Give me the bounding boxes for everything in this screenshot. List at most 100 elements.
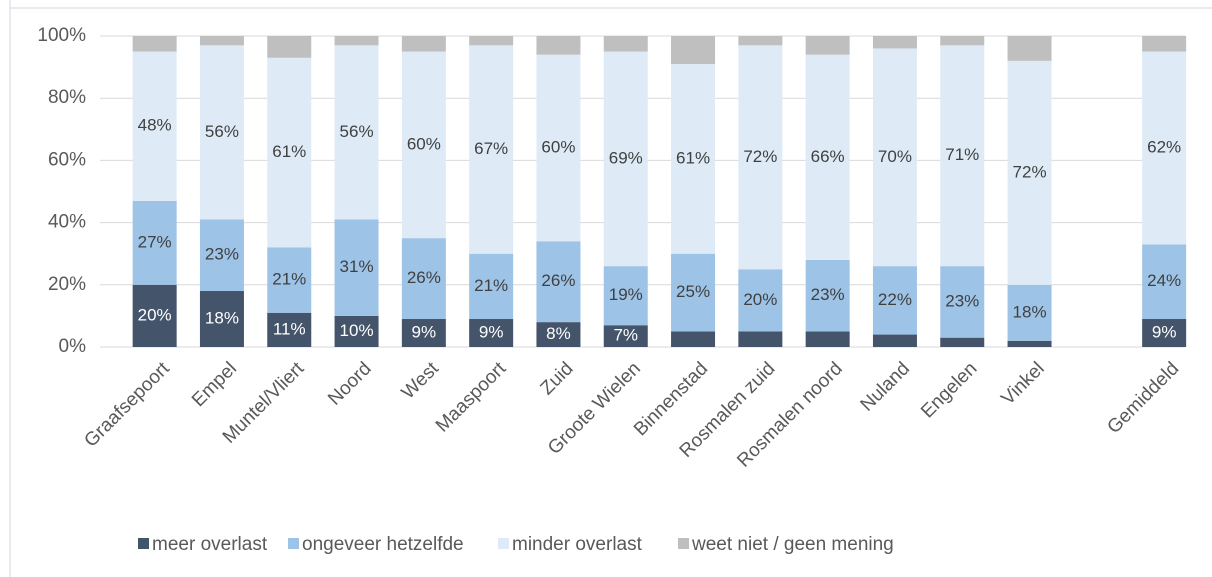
y-tick-label: 40% xyxy=(48,212,86,233)
data-label: 10% xyxy=(340,321,374,340)
bar-segment xyxy=(1007,36,1052,61)
data-label: 48% xyxy=(138,116,172,135)
bar-segment xyxy=(671,331,716,347)
bar-segment xyxy=(401,51,446,239)
bar-segment xyxy=(671,36,716,64)
data-label: 18% xyxy=(1013,302,1047,321)
bar-segment xyxy=(267,57,312,248)
data-label: 56% xyxy=(340,122,374,141)
data-label: 20% xyxy=(743,290,777,309)
x-tick-label: Vinkel xyxy=(997,358,1048,409)
data-label: 27% xyxy=(138,232,172,251)
data-label: 7% xyxy=(613,326,638,345)
y-tick-label: 100% xyxy=(37,25,86,46)
x-tick-label: Maaspoort xyxy=(432,358,511,437)
data-label: 23% xyxy=(945,291,979,310)
bar-segment xyxy=(671,253,716,332)
legend-label: ongeveer hetzelfde xyxy=(302,534,464,555)
bar-segment xyxy=(199,45,244,220)
data-label: 19% xyxy=(609,285,643,304)
bar-segment xyxy=(469,319,514,347)
data-label: 72% xyxy=(743,147,777,166)
bar-segment xyxy=(671,63,716,254)
data-label: 22% xyxy=(878,290,912,309)
bar-segment xyxy=(805,259,850,332)
bar-segment xyxy=(872,36,917,49)
data-label: 66% xyxy=(811,147,845,166)
y-tick-label: 0% xyxy=(59,336,87,357)
x-tick-label: Graafsepoort xyxy=(80,358,174,452)
legend-swatch xyxy=(288,538,299,549)
data-label: 61% xyxy=(676,148,710,167)
bar-segment xyxy=(536,54,581,242)
bar-segment xyxy=(1142,319,1187,347)
bar-segment xyxy=(603,36,648,52)
bar-segment xyxy=(872,48,917,267)
bar-segment xyxy=(199,219,244,292)
bar-segment xyxy=(401,36,446,52)
bar-segment xyxy=(199,36,244,46)
bar-segment xyxy=(334,36,379,46)
bar-segment xyxy=(603,325,648,347)
bar-segment xyxy=(1007,284,1052,341)
bar-segment xyxy=(940,337,985,347)
data-label: 26% xyxy=(407,268,441,287)
y-tick-label: 80% xyxy=(48,87,86,108)
data-label: 8% xyxy=(546,324,571,343)
bar-segment xyxy=(536,241,581,323)
bar-segment xyxy=(469,36,514,46)
bar-segment xyxy=(536,322,581,347)
data-label: 23% xyxy=(811,285,845,304)
bar-segment xyxy=(132,284,177,347)
data-label: 25% xyxy=(676,282,710,301)
legend-swatch xyxy=(678,538,689,549)
bar-segment xyxy=(1007,60,1052,285)
x-tick-label: Empel xyxy=(188,358,241,411)
bar-segment xyxy=(536,36,581,55)
data-label: 20% xyxy=(138,305,172,324)
legend-label: minder overlast xyxy=(512,534,643,555)
bar-segment xyxy=(738,36,783,46)
bar-segment xyxy=(872,266,917,335)
data-label: 23% xyxy=(205,245,239,264)
bar-segment xyxy=(940,266,985,338)
bar-segment xyxy=(469,45,514,254)
data-label: 67% xyxy=(474,139,508,158)
bar-segment xyxy=(1142,36,1187,52)
bar-segment xyxy=(738,331,783,347)
data-label: 60% xyxy=(541,137,575,156)
bar-segment xyxy=(469,253,514,320)
data-label: 56% xyxy=(205,122,239,141)
bar-segment xyxy=(199,291,244,347)
bar-segment xyxy=(334,45,379,220)
x-tick-label: Zuid xyxy=(537,358,578,399)
data-label: 71% xyxy=(945,145,979,164)
bar-segment xyxy=(805,54,850,260)
legend-swatch xyxy=(138,538,149,549)
bar-segment xyxy=(132,200,177,285)
bar-segment xyxy=(872,334,917,347)
bar-segment xyxy=(132,36,177,52)
data-label: 69% xyxy=(609,148,643,167)
x-tick-label: Gemiddeld xyxy=(1103,358,1183,438)
legend-label: weet niet / geen mening xyxy=(691,534,894,555)
bar-segment xyxy=(267,36,312,58)
data-label: 31% xyxy=(340,257,374,276)
x-tick-label: Nuland xyxy=(857,358,914,415)
bar-segment xyxy=(401,319,446,347)
y-tick-label: 20% xyxy=(48,274,86,295)
data-label: 9% xyxy=(1152,322,1177,341)
data-label: 26% xyxy=(541,271,575,290)
data-label: 62% xyxy=(1147,137,1181,156)
bar-segment xyxy=(738,45,783,270)
x-tick-label: Noord xyxy=(324,358,375,409)
bar-segment xyxy=(267,312,312,347)
data-label: 11% xyxy=(273,319,306,338)
bar-segment xyxy=(805,36,850,55)
data-label: 24% xyxy=(1147,271,1181,290)
bar-segment xyxy=(940,45,985,267)
bar-segment xyxy=(1142,244,1187,320)
data-label: 18% xyxy=(205,308,239,327)
legend-label: meer overlast xyxy=(152,534,268,555)
